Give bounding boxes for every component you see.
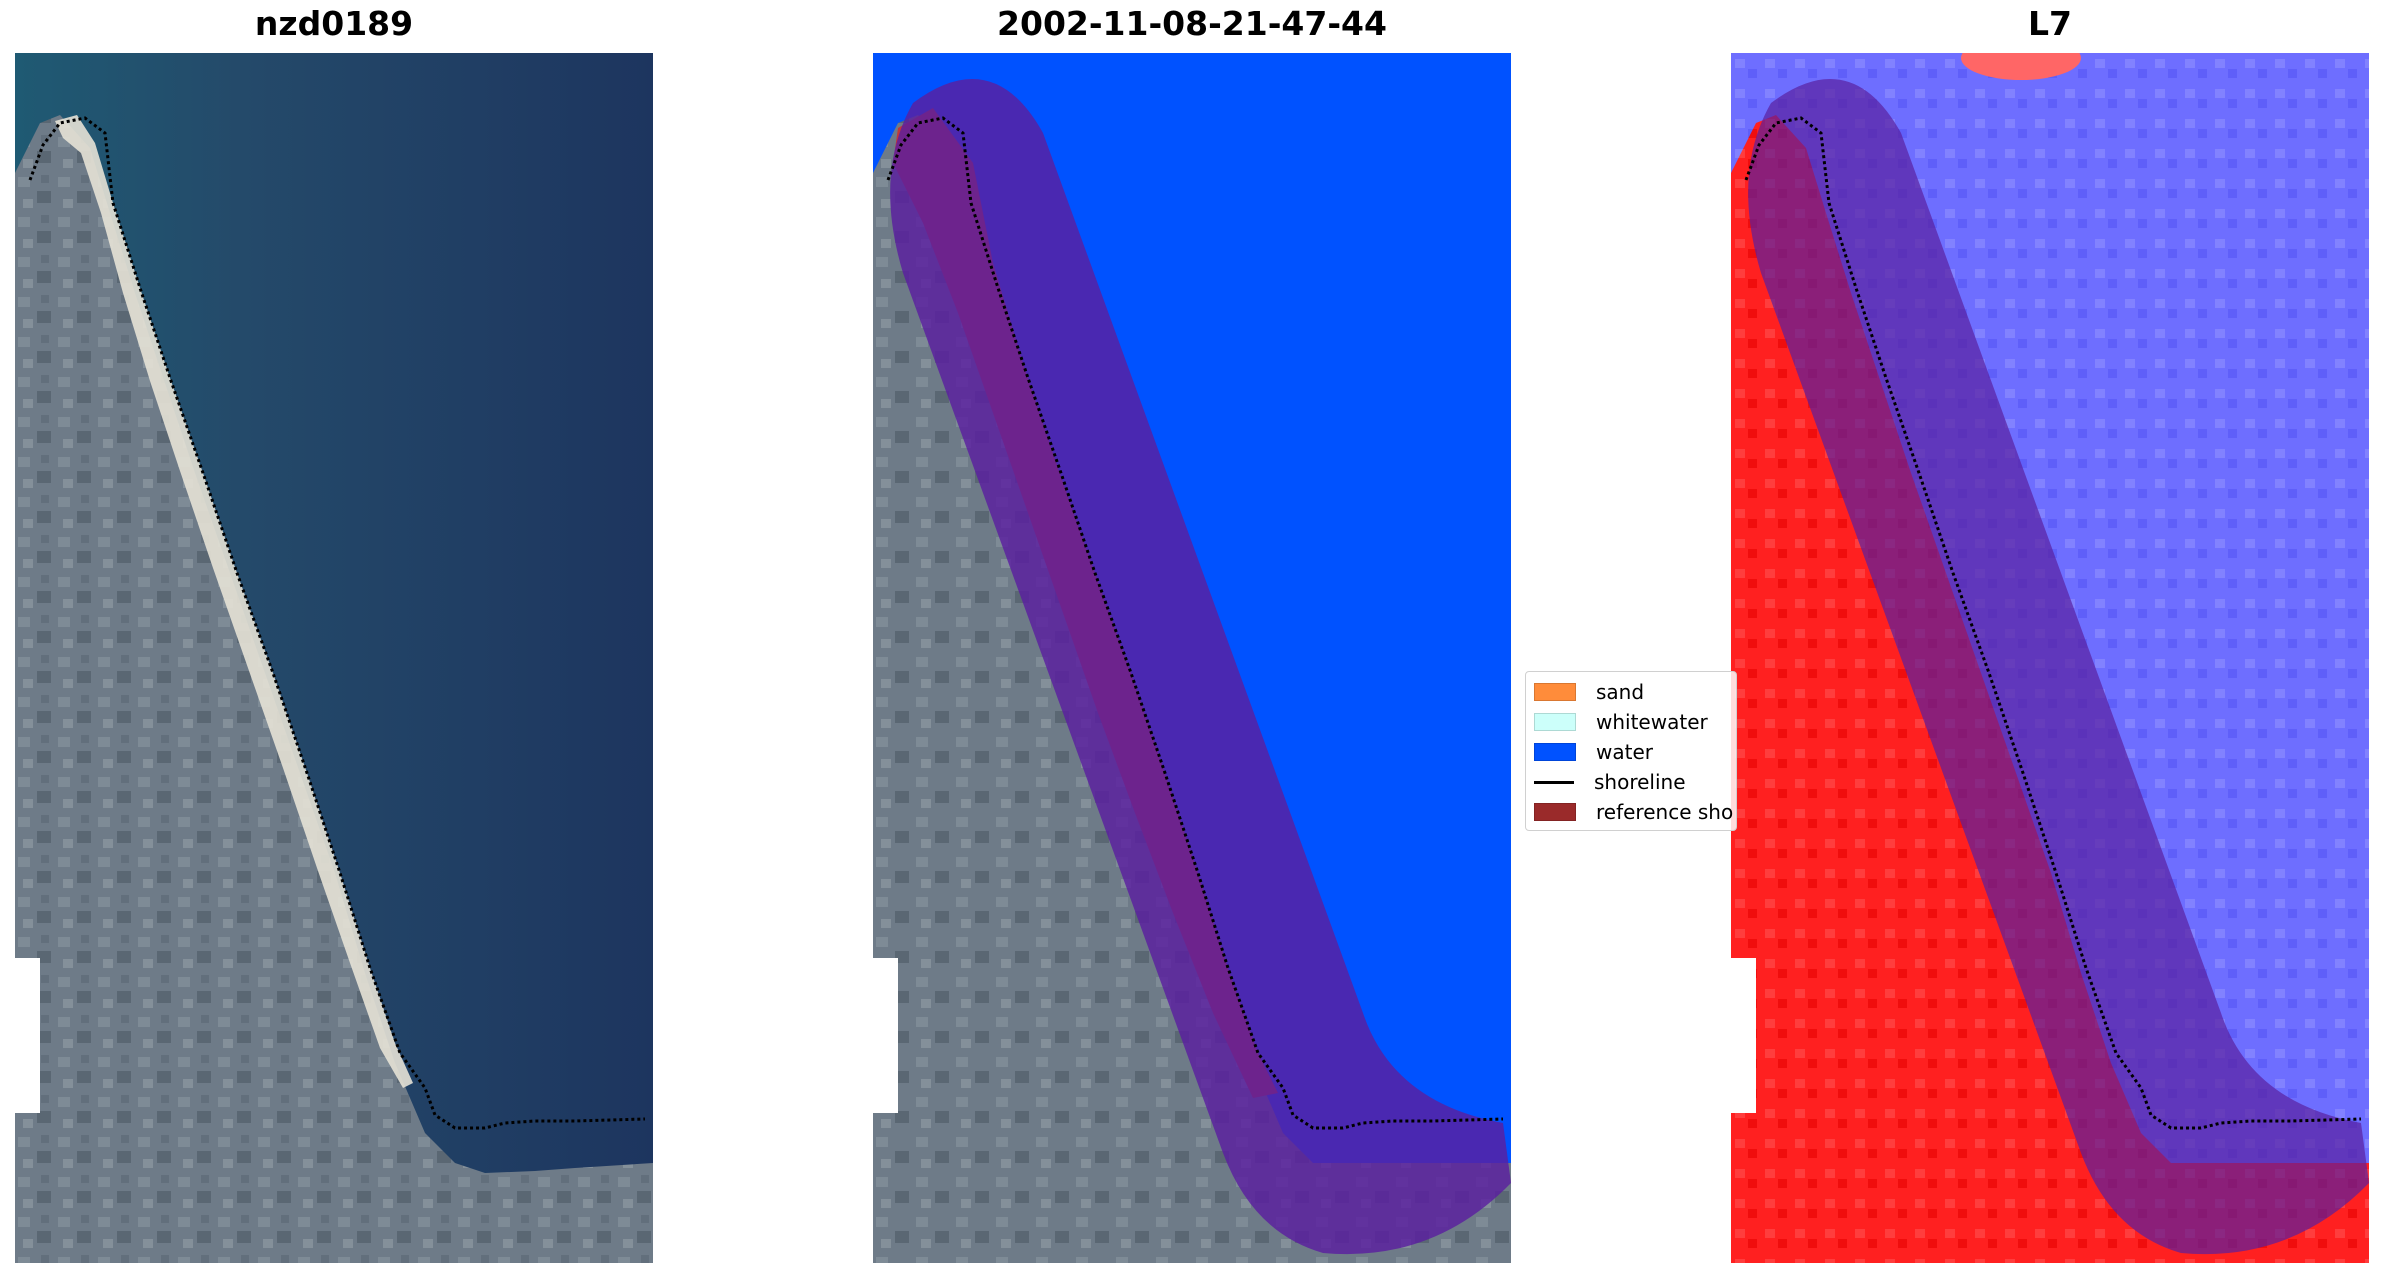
water-swatch (1534, 743, 1576, 761)
legend-item-whitewater: whitewater (1534, 710, 1708, 734)
panel-title-index: L7 (2028, 4, 2072, 43)
sand-swatch (1534, 683, 1576, 701)
rgb-image (15, 53, 653, 1263)
legend-label: sand (1596, 680, 1645, 704)
legend-item-water: water (1534, 740, 1653, 764)
legend-item-sand: sand (1534, 680, 1644, 704)
nodata-gap (873, 958, 898, 1113)
reference-shoreline-buffer (890, 79, 1511, 1255)
whitewater-swatch (1534, 713, 1576, 731)
panel-title-rgb: nzd0189 (254, 4, 414, 43)
legend-label: whitewater (1596, 710, 1708, 734)
reference-shoreline-swatch (1534, 803, 1576, 821)
shoreline-swatch (1534, 780, 1574, 784)
legend-item-reference-shoreline: reference sho (1534, 800, 1733, 824)
land-area (873, 115, 1511, 1263)
beach-sand (55, 115, 413, 1088)
legend-label: shoreline (1594, 770, 1686, 794)
legend-item-shoreline: shoreline (1534, 770, 1686, 794)
index-image (1731, 53, 2369, 1263)
nodata-gap (15, 958, 40, 1113)
reference-shoreline-buffer (1748, 79, 2369, 1255)
rgb-image-panel (15, 53, 653, 1263)
legend: sand whitewater water shoreline referenc… (1525, 671, 1737, 831)
nodata-gap (1731, 958, 1756, 1113)
classification-image (873, 53, 1511, 1263)
classification-panel (873, 53, 1511, 1263)
cloud-patch (1961, 53, 2081, 80)
legend-label: water (1596, 740, 1653, 764)
shoreline-detected (886, 116, 1504, 1130)
shoreline-detected (28, 116, 646, 1130)
legend-label: reference sho (1596, 800, 1734, 824)
shoreline-detected (1744, 116, 2362, 1130)
index-panel (1731, 53, 2369, 1263)
land-area (15, 115, 653, 1263)
panel-title-classification: 2002-11-08-21-47-44 (997, 4, 1387, 43)
land-index (1731, 115, 2369, 1263)
